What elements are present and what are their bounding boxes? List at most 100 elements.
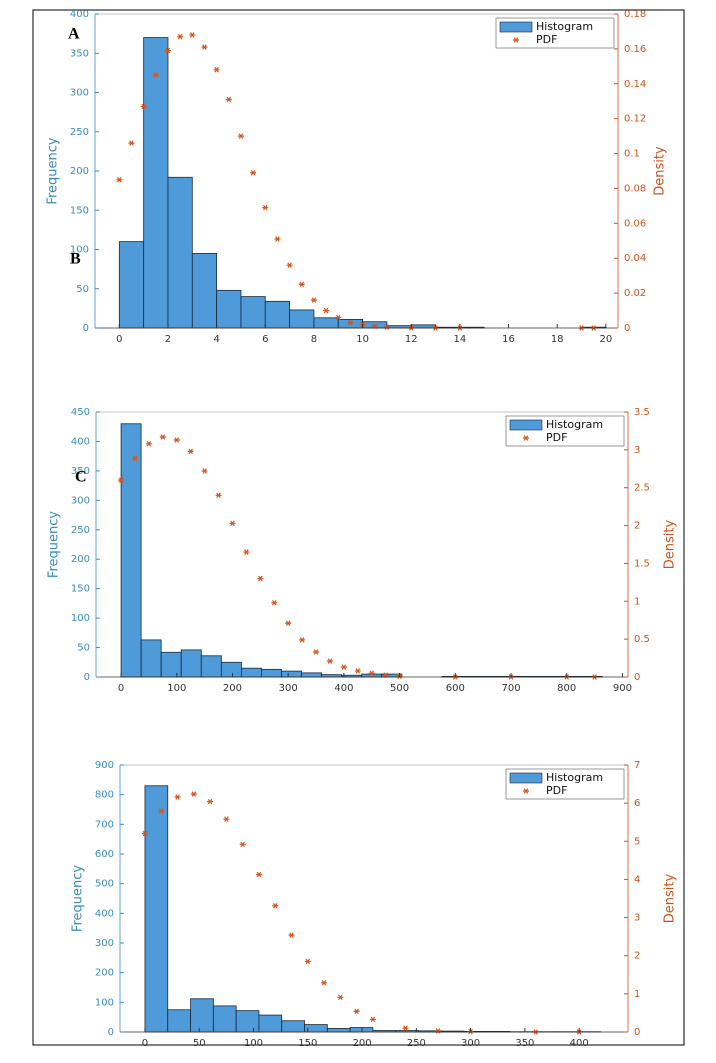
pdf-point — [131, 455, 138, 461]
x-tick-label: 600 — [446, 683, 465, 694]
histogram-bar — [180, 649, 202, 678]
y2-tick-label: 0 — [624, 323, 630, 334]
legend-label: Histogram — [546, 771, 603, 784]
y2-tick-label: 1 — [634, 989, 640, 1000]
histogram-bar — [281, 670, 302, 678]
pdf-point — [340, 664, 347, 670]
histogram-bar — [264, 300, 291, 329]
y2-tick-label: 0.12 — [624, 114, 646, 125]
y-tick-label: 200 — [95, 968, 114, 979]
y-tick-label: 500 — [95, 879, 114, 890]
pdf-point — [229, 520, 236, 527]
x-tick-label: 6 — [262, 334, 268, 345]
histogram-bar — [410, 324, 436, 329]
panel-annotation: A — [68, 26, 80, 43]
histogram-bar — [289, 309, 315, 329]
legend-swatch — [509, 772, 543, 784]
histogram-bar — [140, 639, 162, 678]
histogram-bar — [190, 998, 214, 1033]
histogram-bar — [258, 1014, 283, 1033]
pdf-point — [237, 133, 244, 139]
pdf-point — [321, 980, 328, 986]
x-tick-label: 300 — [279, 683, 298, 694]
histogram-bar — [240, 667, 262, 678]
x-tick-label: 100 — [244, 1038, 263, 1049]
pdf-point — [335, 314, 342, 321]
y-tick-label: 0 — [83, 323, 89, 334]
y2-tick-label: 0.02 — [624, 288, 646, 299]
histogram-bar — [349, 1027, 374, 1033]
histogram-bar — [200, 655, 222, 678]
pdf-point — [435, 1028, 442, 1034]
pdf-point — [225, 96, 232, 103]
pdf-point — [173, 437, 180, 443]
y2-axis-label: Density — [653, 146, 668, 196]
pdf-point — [326, 658, 333, 664]
pdf-point — [298, 281, 305, 288]
y-tick-label: 0 — [108, 1027, 114, 1038]
y-tick-label: 800 — [95, 790, 114, 801]
pdf-point — [201, 44, 208, 50]
histogram-bar — [160, 651, 182, 678]
pdf-point — [140, 103, 147, 110]
pdf-point — [402, 1025, 409, 1031]
histogram-bar — [313, 317, 339, 329]
histogram-bar — [167, 1009, 191, 1033]
y2-tick-label: 4 — [634, 874, 640, 885]
histogram-bar — [144, 785, 169, 1033]
histogram-bar — [216, 289, 242, 329]
pdf-point — [383, 324, 390, 330]
y2-tick-label: 0 — [634, 1027, 640, 1038]
legend-swatch — [509, 419, 543, 431]
y2-tick-label: 0.5 — [634, 634, 650, 645]
pdf-point — [271, 600, 278, 606]
x-tick-label: 350 — [515, 1038, 534, 1049]
histogram-bar — [212, 1005, 237, 1033]
y2-tick-label: 6 — [634, 798, 640, 809]
pdf-point — [255, 871, 262, 878]
y-tick-label: 50 — [77, 643, 90, 654]
legend-label: Histogram — [536, 20, 593, 33]
x-tick-label: 150 — [298, 1038, 317, 1049]
histogram-bar — [143, 37, 169, 329]
legend-label: PDF — [546, 431, 567, 444]
x-tick-label: 10 — [356, 334, 369, 345]
pdf-point — [250, 169, 257, 176]
histogram-bar — [235, 1010, 260, 1033]
y-tick-label: 600 — [95, 849, 114, 860]
pdf-point — [201, 468, 208, 474]
y-tick-label: 400 — [70, 9, 89, 20]
x-tick-label: 700 — [501, 683, 520, 694]
x-tick-label: 50 — [193, 1038, 206, 1049]
y2-tick-label: 0 — [634, 672, 640, 683]
legend-marker — [513, 37, 519, 43]
y-tick-label: 400 — [95, 908, 114, 919]
pdf-point — [313, 649, 320, 655]
x-tick-label: 12 — [405, 334, 418, 345]
y2-tick-label: 3.5 — [634, 407, 650, 418]
histogram-bar — [220, 661, 242, 678]
frame — [32, 9, 685, 1046]
y-tick-label: 250 — [70, 127, 89, 138]
y2-tick-label: 3 — [634, 445, 640, 456]
y2-tick-label: 0.08 — [624, 183, 646, 194]
pdf-point — [354, 668, 361, 674]
histogram-bar — [326, 1028, 351, 1033]
pdf-point — [337, 994, 344, 1001]
y-tick-label: 450 — [71, 407, 90, 418]
pdf-point — [353, 1008, 360, 1015]
y2-tick-label: 0.1 — [624, 149, 640, 160]
y2-tick-label: 1 — [634, 596, 640, 607]
pdf-point — [118, 477, 125, 483]
pdf-point — [145, 441, 152, 447]
pdf-point — [285, 620, 292, 627]
pdf-point — [347, 320, 354, 326]
y-tick-label: 100 — [71, 613, 90, 624]
y-tick-label: 50 — [76, 284, 89, 295]
y-tick-label: 300 — [71, 495, 90, 506]
pdf-point — [257, 575, 264, 582]
y-tick-label: 150 — [71, 584, 90, 595]
y-tick-label: 150 — [70, 205, 89, 216]
x-tick-label: 250 — [407, 1038, 426, 1049]
